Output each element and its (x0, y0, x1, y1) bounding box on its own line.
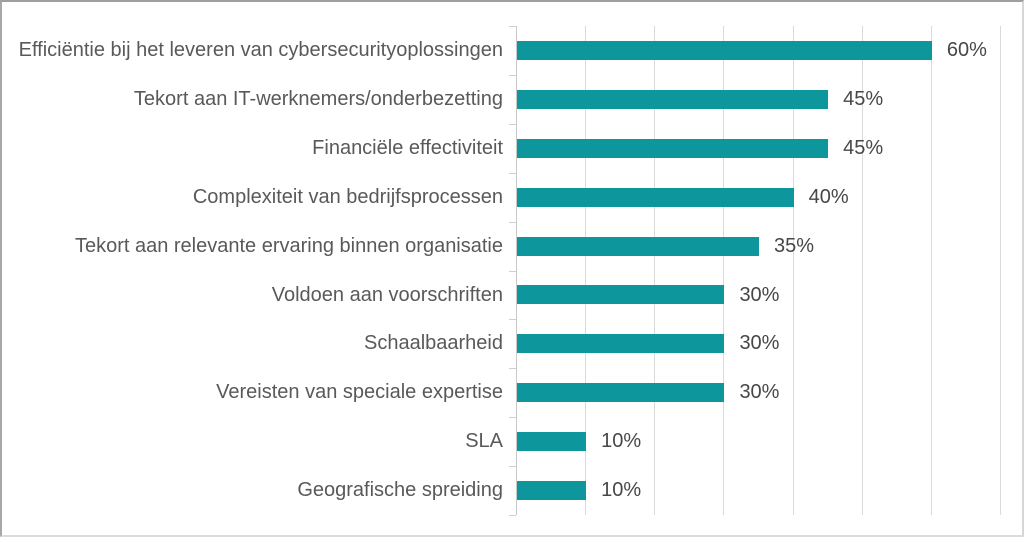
value-label: 35% (774, 234, 815, 257)
chart-row: Complexiteit van bedrijfsprocessen 40% (2, 173, 1022, 222)
value-label: 10% (601, 430, 642, 453)
bar (517, 187, 794, 207)
bar (517, 481, 587, 501)
category-label: Schaalbaarheid (364, 332, 503, 355)
value-label: 60% (946, 39, 987, 61)
axis-tick (509, 466, 516, 468)
gridline (861, 26, 863, 515)
category-label: Tekort aan IT-werknemers/onderbezetting (133, 87, 503, 110)
gridline (792, 26, 794, 515)
axis-tick (509, 319, 516, 321)
category-label: Tekort aan relevante ervaring binnen org… (74, 234, 503, 257)
bar (517, 334, 725, 354)
value-label: 30% (739, 332, 780, 355)
gridline (585, 26, 587, 515)
axis-tick (509, 417, 516, 419)
value-label: 45% (843, 87, 884, 110)
y-axis-line (516, 26, 517, 515)
category-label: Efficiëntie bij het leveren van cybersec… (18, 39, 503, 61)
axis-tick (509, 368, 516, 370)
bar (517, 40, 932, 60)
axis-tick (509, 123, 516, 125)
bar (517, 89, 829, 109)
chart-row: Geografische spreiding 10% (2, 466, 1022, 515)
category-label: SLA (465, 430, 503, 453)
bar (517, 285, 725, 305)
chart-row: SLA 10% (2, 417, 1022, 466)
axis-tick (509, 172, 516, 174)
bar (517, 236, 760, 256)
bar (517, 383, 725, 403)
chart-row: Efficiëntie bij het leveren van cybersec… (2, 26, 1022, 75)
category-label: Vereisten van speciale expertise (216, 381, 503, 404)
bar (517, 432, 587, 452)
gridline (1000, 26, 1002, 515)
axis-tick (509, 26, 516, 27)
chart-row: Tekort aan IT-werknemers/onderbezetting 4… (2, 75, 1022, 124)
gridline (654, 26, 656, 515)
value-label: 45% (843, 136, 884, 159)
axis-tick (509, 515, 516, 516)
axis-tick (509, 270, 516, 272)
value-label: 30% (739, 283, 780, 306)
category-label: Geografische spreiding (297, 479, 503, 502)
chart-row: Financiële effectiviteit 45% (2, 124, 1022, 173)
gridline (930, 26, 932, 515)
axis-tick (509, 74, 516, 76)
chart-row: Tekort aan relevante ervaring binnen org… (2, 222, 1022, 271)
category-label: Complexiteit van bedrijfsprocessen (192, 185, 503, 208)
chart-row: Vereisten van speciale expertise 30% (2, 368, 1022, 417)
gridline (723, 26, 725, 515)
bar (517, 138, 829, 158)
category-label: Financiële effectiviteit (312, 136, 503, 159)
chart-row: Voldoen aan voorschriften 30% (2, 271, 1022, 320)
value-label: 10% (601, 479, 642, 502)
chart-row: Schaalbaarheid 30% (2, 319, 1022, 368)
category-label: Voldoen aan voorschriften (271, 283, 503, 306)
value-label: 40% (808, 185, 849, 208)
axis-tick (509, 221, 516, 223)
value-label: 30% (739, 381, 780, 404)
